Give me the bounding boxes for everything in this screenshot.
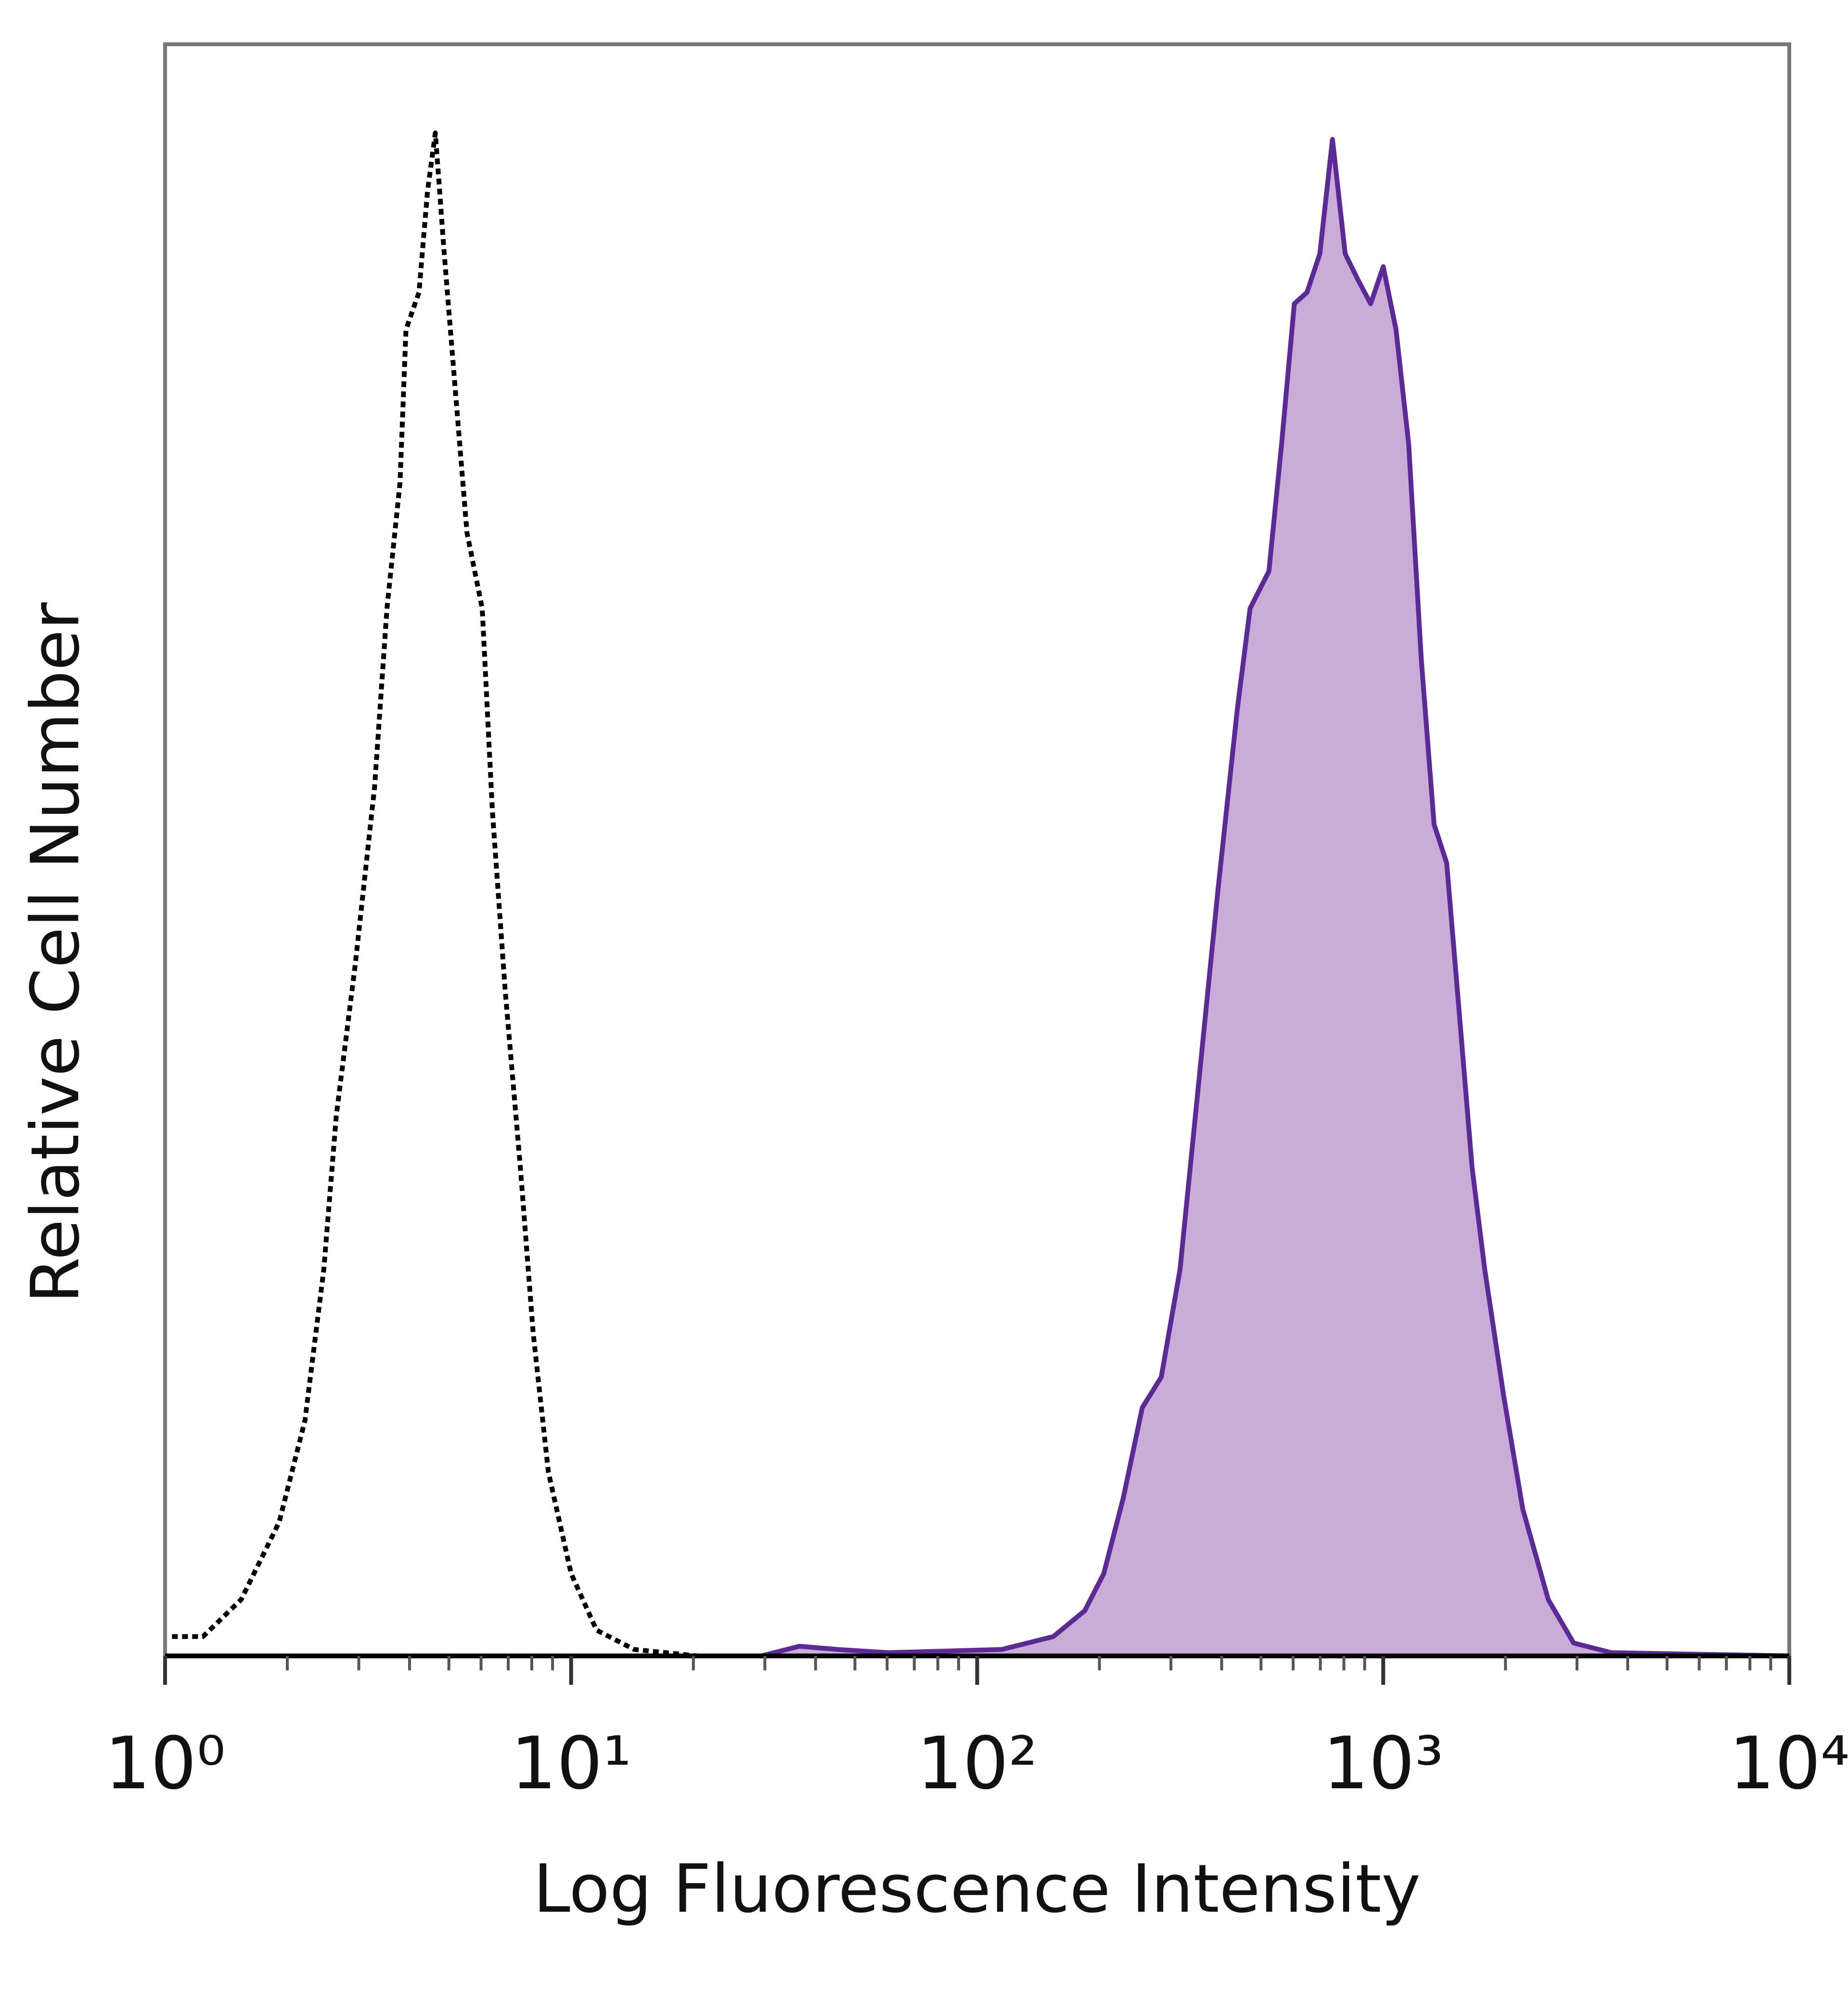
x-tick-label: 10⁰ bbox=[104, 1722, 225, 1806]
histogram-line bbox=[165, 137, 1790, 1658]
histogram-line bbox=[172, 130, 698, 1658]
x-tick-label: 10² bbox=[917, 1722, 1038, 1806]
x-tick-label: 10⁴ bbox=[1729, 1722, 1848, 1806]
plot-frame bbox=[163, 42, 1791, 1658]
x-tick-label: 10³ bbox=[1323, 1722, 1444, 1806]
x-axis-label: Log Fluorescence Intensity bbox=[533, 1850, 1421, 1928]
x-tick-label: 10¹ bbox=[511, 1722, 631, 1806]
histogram-area bbox=[165, 139, 1789, 1656]
y-axis-label: Relative Cell Number bbox=[17, 602, 94, 1303]
